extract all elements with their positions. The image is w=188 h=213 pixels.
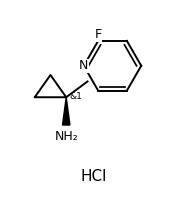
- Text: &1: &1: [69, 92, 82, 101]
- Text: HCl: HCl: [81, 169, 107, 184]
- Polygon shape: [63, 97, 70, 125]
- Text: N: N: [79, 59, 89, 72]
- Text: NH₂: NH₂: [54, 130, 78, 143]
- Text: F: F: [95, 28, 102, 41]
